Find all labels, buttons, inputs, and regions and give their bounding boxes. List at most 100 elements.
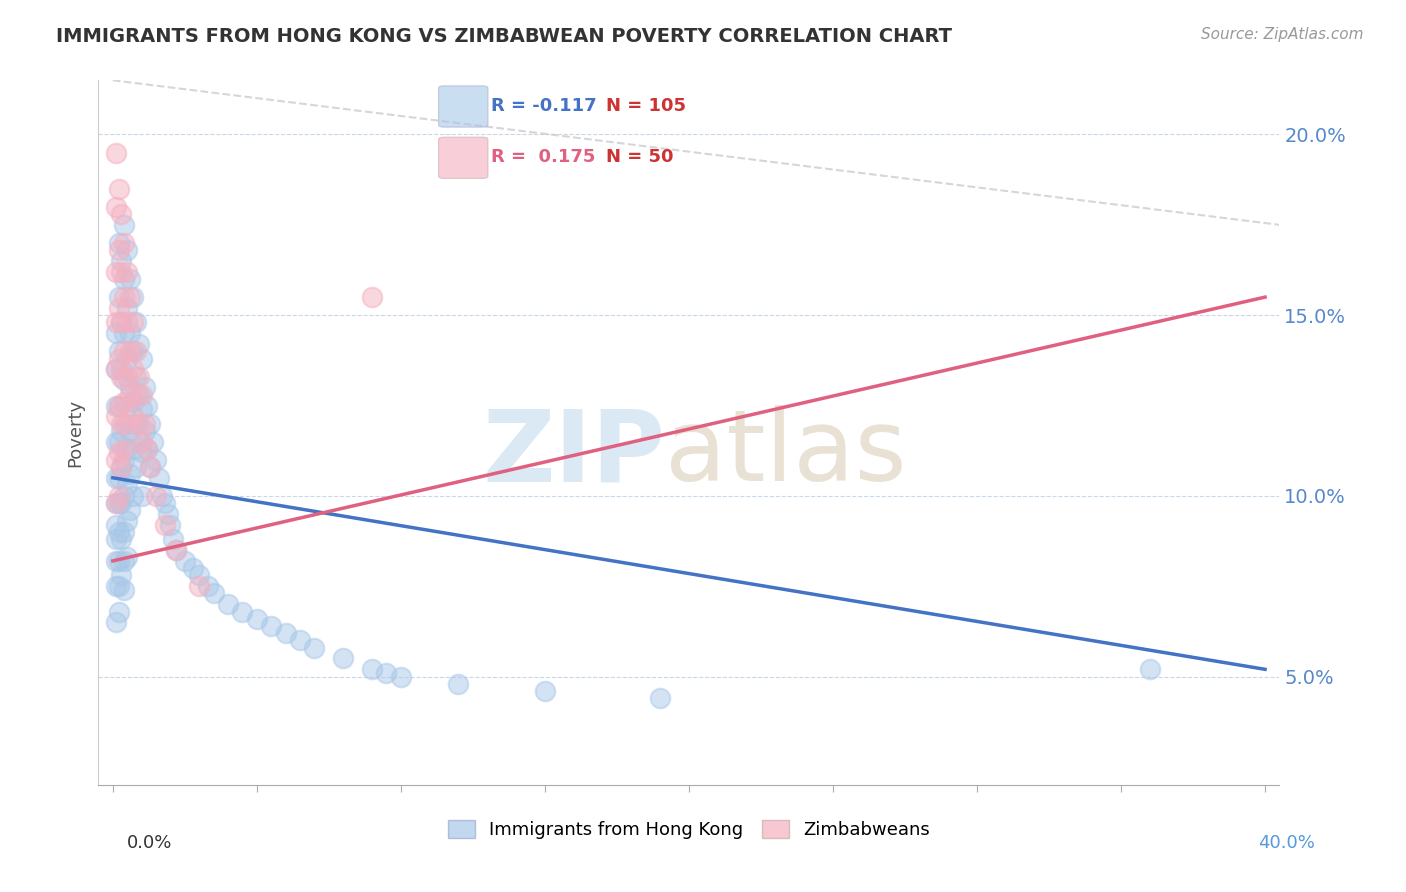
Text: R =  0.175: R = 0.175 xyxy=(491,148,595,166)
Point xyxy=(110,207,132,221)
Point xyxy=(131,434,153,449)
Point xyxy=(104,496,127,510)
Point xyxy=(112,218,135,232)
Point xyxy=(122,442,145,456)
Point xyxy=(120,467,142,482)
Point xyxy=(104,399,127,413)
Y-axis label: Poverty: Poverty xyxy=(66,399,84,467)
Point xyxy=(112,395,135,409)
Point xyxy=(107,434,129,449)
Point xyxy=(447,677,470,691)
Point xyxy=(104,326,127,341)
Point xyxy=(112,326,135,341)
Point xyxy=(375,665,398,680)
Point xyxy=(115,550,138,565)
Point xyxy=(134,424,156,438)
Point xyxy=(107,605,129,619)
Point xyxy=(131,387,153,401)
Point xyxy=(110,459,132,474)
Point xyxy=(131,402,153,417)
Point xyxy=(150,489,173,503)
Point xyxy=(128,387,150,401)
Point xyxy=(125,344,148,359)
Point xyxy=(112,582,135,597)
Point xyxy=(231,605,253,619)
Point xyxy=(107,182,129,196)
Point xyxy=(136,399,159,413)
Point xyxy=(534,684,557,698)
Point xyxy=(115,315,138,329)
Point xyxy=(107,243,129,257)
Point xyxy=(183,561,205,575)
FancyBboxPatch shape xyxy=(439,137,488,178)
Point xyxy=(110,254,132,268)
Point xyxy=(115,399,138,413)
Point xyxy=(110,315,132,329)
Point xyxy=(107,301,129,315)
Point xyxy=(148,471,170,485)
Point xyxy=(165,543,187,558)
Point xyxy=(110,533,132,547)
Point xyxy=(120,503,142,517)
Point xyxy=(159,517,181,532)
Point xyxy=(110,417,132,431)
Point xyxy=(112,442,135,456)
Point xyxy=(304,640,326,655)
Point xyxy=(165,543,187,558)
Point xyxy=(139,459,162,474)
Point xyxy=(125,369,148,384)
Point xyxy=(125,417,148,431)
Point xyxy=(115,514,138,528)
Point xyxy=(134,417,156,431)
Point xyxy=(112,417,135,431)
Point xyxy=(145,489,167,503)
Point xyxy=(136,442,159,456)
Point xyxy=(120,272,142,286)
Point xyxy=(1139,662,1161,676)
Point xyxy=(104,434,127,449)
Point xyxy=(104,145,127,160)
Point xyxy=(104,554,127,568)
Point xyxy=(125,315,148,329)
Point xyxy=(120,387,142,401)
Point xyxy=(131,489,153,503)
Point xyxy=(104,315,127,329)
Point xyxy=(104,533,127,547)
Point xyxy=(153,496,176,510)
Point xyxy=(115,442,138,456)
Point xyxy=(120,326,142,341)
Point xyxy=(107,579,129,593)
Text: R = -0.117: R = -0.117 xyxy=(491,97,596,115)
Text: Source: ZipAtlas.com: Source: ZipAtlas.com xyxy=(1201,27,1364,42)
Legend: Immigrants from Hong Kong, Zimbabweans: Immigrants from Hong Kong, Zimbabweans xyxy=(440,813,938,847)
Point xyxy=(107,399,129,413)
Point xyxy=(128,369,150,384)
Point xyxy=(120,380,142,394)
Point xyxy=(104,517,127,532)
Point xyxy=(188,568,211,582)
Point xyxy=(125,387,148,401)
Point xyxy=(104,409,127,424)
Point xyxy=(260,619,283,633)
Point xyxy=(120,290,142,304)
Point xyxy=(110,362,132,376)
Point xyxy=(104,579,127,593)
Point xyxy=(128,417,150,431)
Point xyxy=(139,417,162,431)
Point xyxy=(122,362,145,376)
Point xyxy=(110,265,132,279)
Point xyxy=(104,471,127,485)
Point xyxy=(107,471,129,485)
Point xyxy=(120,344,142,359)
Point xyxy=(104,362,127,376)
Point xyxy=(153,517,176,532)
Point xyxy=(115,369,138,384)
Point xyxy=(104,615,127,630)
Point xyxy=(110,568,132,582)
Point xyxy=(122,489,145,503)
Point xyxy=(162,533,184,547)
Point xyxy=(188,579,211,593)
Point xyxy=(650,691,672,706)
Point xyxy=(134,380,156,394)
FancyBboxPatch shape xyxy=(439,86,488,127)
